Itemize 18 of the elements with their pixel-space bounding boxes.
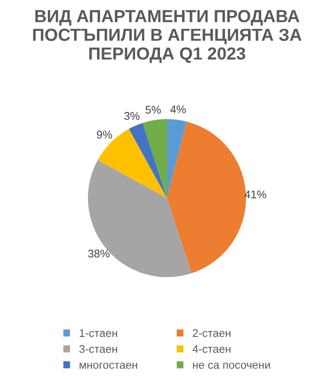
legend-label: не са посочени (193, 362, 270, 369)
chart-title: ВИД АПАРТАМЕНТИ ПРОДАВА ПОСТЪПИЛИ В АГЕНЦИЯТА ЗА ПЕРИОДА Q1 2023 (33, 10, 302, 63)
legend-label: 2-стаен (192, 329, 230, 337)
data-label: 38% (88, 250, 110, 258)
data-label: 5% (146, 106, 161, 114)
pie-slice (128, 122, 167, 198)
legend-label: многостаен (80, 362, 138, 369)
legend-label: 3-стаен (79, 345, 118, 353)
pie-slice (98, 128, 167, 198)
legend-label: 4-стаен (192, 345, 230, 353)
data-label: 9% (96, 130, 112, 139)
pie-slice (142, 119, 167, 198)
pie-slice (167, 122, 246, 274)
data-label: 3% (124, 112, 140, 120)
pie-slice (88, 160, 192, 278)
legend-label: 1-стаен (80, 329, 118, 337)
data-label: 4% (170, 105, 186, 114)
pie-slice (167, 119, 187, 198)
